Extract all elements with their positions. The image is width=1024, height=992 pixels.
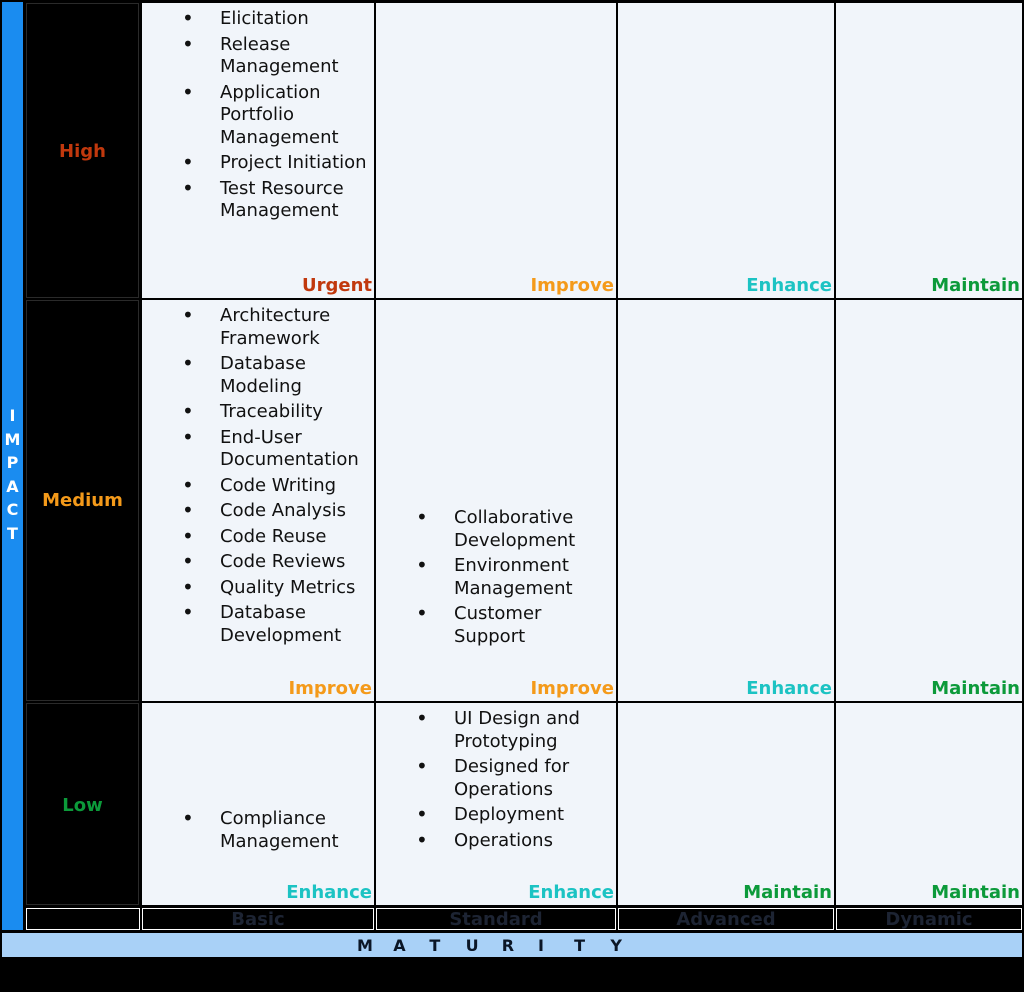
maturity-letter: A [393,935,406,955]
cell-medium-dynamic: Maintain [836,300,1022,701]
activity-list: Collaborative Development Environment Ma… [416,506,614,651]
list-item: Release Management [182,33,372,79]
list-item: Project Initiation [182,151,372,175]
maturity-letter: R [501,935,515,955]
list-item: Code Analysis [182,499,372,523]
list-item: UI Design and Prototyping [416,707,614,753]
list-item: Application Portfolio Management [182,81,372,150]
status-label: Enhance [528,882,614,903]
impact-letter: C [6,500,19,519]
status-label: Maintain [931,678,1020,699]
row-label-medium: Medium [26,300,139,701]
row-label-low-text: Low [62,795,103,816]
cell-medium-advanced: Enhance [618,300,834,701]
maturity-axis-bar: M A T U R I T Y [2,933,1022,957]
list-item: Test Resource Management [182,177,372,223]
column-label-advanced: Advanced [618,908,834,930]
status-label: Urgent [301,275,372,296]
cell-low-dynamic: Maintain [836,703,1022,905]
list-item: Collaborative Development [416,506,614,552]
status-label: Maintain [743,882,832,903]
maturity-letter: Y [610,935,622,955]
list-item: Deployment [416,803,614,827]
activity-list: Elicitation Release Management Applicati… [182,7,372,226]
list-item: Designed for Operations [416,755,614,801]
cell-high-standard: Improve [376,3,616,298]
maturity-letter: U [465,935,479,955]
maturity-letter: T [429,935,441,955]
row-label-low: Low [26,703,139,905]
column-label-dynamic: Dynamic [836,908,1022,930]
list-item: Compliance Management [182,807,372,853]
column-label-basic: Basic [142,908,374,930]
cell-high-advanced: Enhance [618,3,834,298]
row-label-high: High [26,3,139,298]
impact-letter: M [4,429,21,449]
status-label: Enhance [746,678,832,699]
activity-list: UI Design and Prototyping Designed for O… [416,707,614,855]
list-item: Architecture Framework [182,304,372,350]
maturity-corner [26,908,140,930]
cell-low-advanced: Maintain [618,703,834,905]
cell-medium-standard: Collaborative Development Environment Ma… [376,300,616,701]
list-item: Code Reuse [182,525,372,549]
cell-medium-basic: Architecture Framework Database Modeling… [142,300,374,701]
maturity-letter: I [537,935,544,955]
impact-axis-bar: I M P A C T [2,2,23,930]
maturity-axis-label: M A T U R I T Y [357,933,647,957]
list-item: Customer Support [416,602,614,648]
cell-high-basic: Elicitation Release Management Applicati… [142,3,374,298]
maturity-letter: M [357,935,373,955]
list-item: Environment Management [416,554,614,600]
activity-list: Architecture Framework Database Modeling… [182,304,372,650]
list-item: Database Development [182,601,372,647]
row-label-high-text: High [59,141,106,162]
cell-low-standard: UI Design and Prototyping Designed for O… [376,703,616,905]
list-item: Quality Metrics [182,576,372,600]
impact-axis-label: I M P A C T [2,404,23,545]
impact-letter: I [9,406,16,425]
impact-letter: T [7,523,18,543]
activity-list: Compliance Management [182,807,372,856]
status-label: Improve [530,275,614,296]
cell-low-basic: Compliance Management Enhance [142,703,374,905]
status-label: Maintain [931,275,1020,296]
maturity-letter: T [574,935,586,955]
list-item: Elicitation [182,7,372,31]
list-item: Operations [416,829,614,853]
list-item: Traceability [182,400,372,424]
column-label-standard: Standard [376,908,616,930]
list-item: Database Modeling [182,352,372,398]
status-label: Improve [530,678,614,699]
cell-high-dynamic: Maintain [836,3,1022,298]
list-item: End-User Documentation [182,426,372,472]
impact-letter: P [6,453,19,472]
status-label: Improve [288,678,372,699]
status-label: Maintain [931,882,1020,903]
impact-letter: A [6,476,19,496]
list-item: Code Reviews [182,550,372,574]
row-label-medium-text: Medium [42,490,123,511]
list-item: Code Writing [182,474,372,498]
status-label: Enhance [286,882,372,903]
status-label: Enhance [746,275,832,296]
